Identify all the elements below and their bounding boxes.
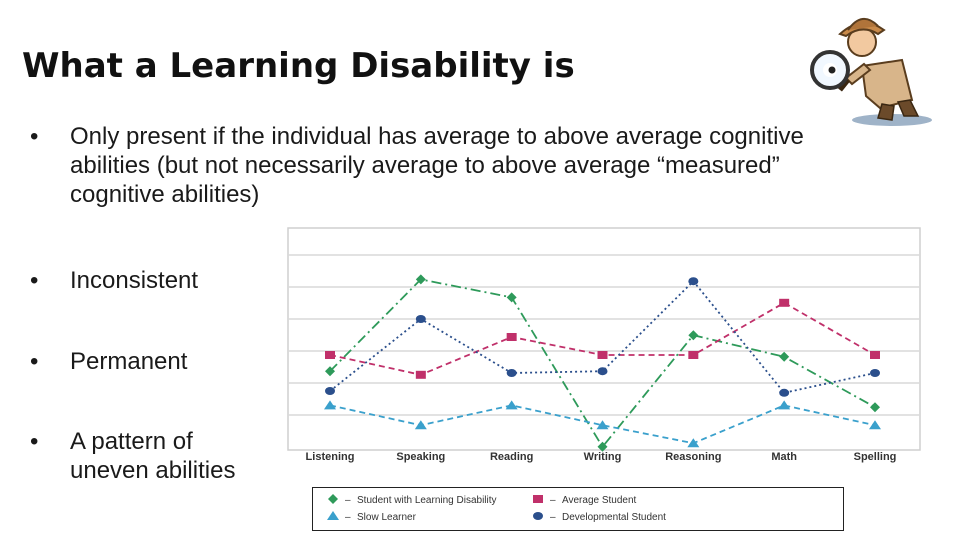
bullet-item: • Permanent [30,347,890,376]
data-point-0 [506,292,517,303]
data-point-1 [506,333,517,341]
data-point-1 [779,298,790,307]
data-point-1 [597,351,608,359]
bullet-text: A pattern of uneven abilities [70,428,236,484]
slide-title: What a Learning Disability is [22,46,575,86]
x-tick-label: Reading [490,451,533,463]
legend-dash: – [550,495,556,506]
series-markers [324,274,881,452]
data-point-0 [688,330,699,341]
x-tick-label: Spelling [854,451,897,463]
bullet-text: Inconsistent [70,267,199,294]
grid-lines [288,254,920,416]
x-axis-ticks: Listening Speaking Reading Writing Reasoning… [306,451,897,463]
data-point-2 [687,438,700,448]
legend-label: Student with Learning Disability [357,495,497,506]
data-point-0 [325,366,335,377]
bullet-item: • Inconsistent [30,266,890,295]
data-point-3 [597,367,608,376]
data-point-2 [778,400,791,410]
bullet-text: Only present if the individual has avera… [70,123,804,208]
x-tick-label: Speaking [396,451,445,463]
detective-with-magnifying-glass-icon [810,18,932,126]
bullet-marker: • [30,348,39,375]
data-point-0 [870,402,880,413]
data-point-3 [688,277,699,286]
bullet-item: • A pattern of uneven abilities [30,427,890,485]
data-point-2 [414,420,427,430]
data-point-0 [597,441,608,452]
data-point-2 [596,420,609,430]
legend-marker [533,512,543,520]
chart-legend: – Student with Learning Disability – Averag… [312,487,844,531]
x-tick-label: Listening [306,451,355,463]
data-point-3 [506,369,517,377]
data-point-0 [415,274,426,285]
line-chart: Listening Speaking Reading Writing Reasoning… [285,225,925,535]
data-point-1 [688,351,699,359]
legend-label: Slow Learner [357,512,417,523]
data-point-2 [505,400,518,410]
data-point-2 [324,400,336,410]
bullet-marker: • [30,267,39,294]
legend-label: Developmental Student [562,512,666,523]
data-point-3 [779,388,790,397]
bullet-item: • Only present if the individual has ave… [30,122,890,209]
data-point-3 [415,315,426,323]
data-point-3 [870,369,880,377]
legend-marker [327,511,339,520]
data-point-1 [870,351,880,359]
legend-marker [328,494,338,504]
data-point-1 [325,351,335,359]
legend-label: Average Student [562,495,637,506]
bullet-text: Permanent [70,348,188,375]
x-tick-label: Writing [584,451,622,463]
data-point-1 [415,370,426,379]
data-point-0 [779,351,790,362]
legend-entries: – Student with Learning Disability – Averag… [327,494,666,523]
bullet-marker: • [30,428,39,455]
x-tick-label: Reasoning [665,451,721,463]
bullet-marker: • [30,123,39,150]
legend-dash: – [550,512,556,523]
data-point-3 [325,387,335,395]
legend-dash: – [345,512,351,523]
legend-marker [533,495,543,503]
data-point-2 [869,420,881,430]
legend-dash: – [345,495,351,506]
x-tick-label: Math [771,451,797,463]
